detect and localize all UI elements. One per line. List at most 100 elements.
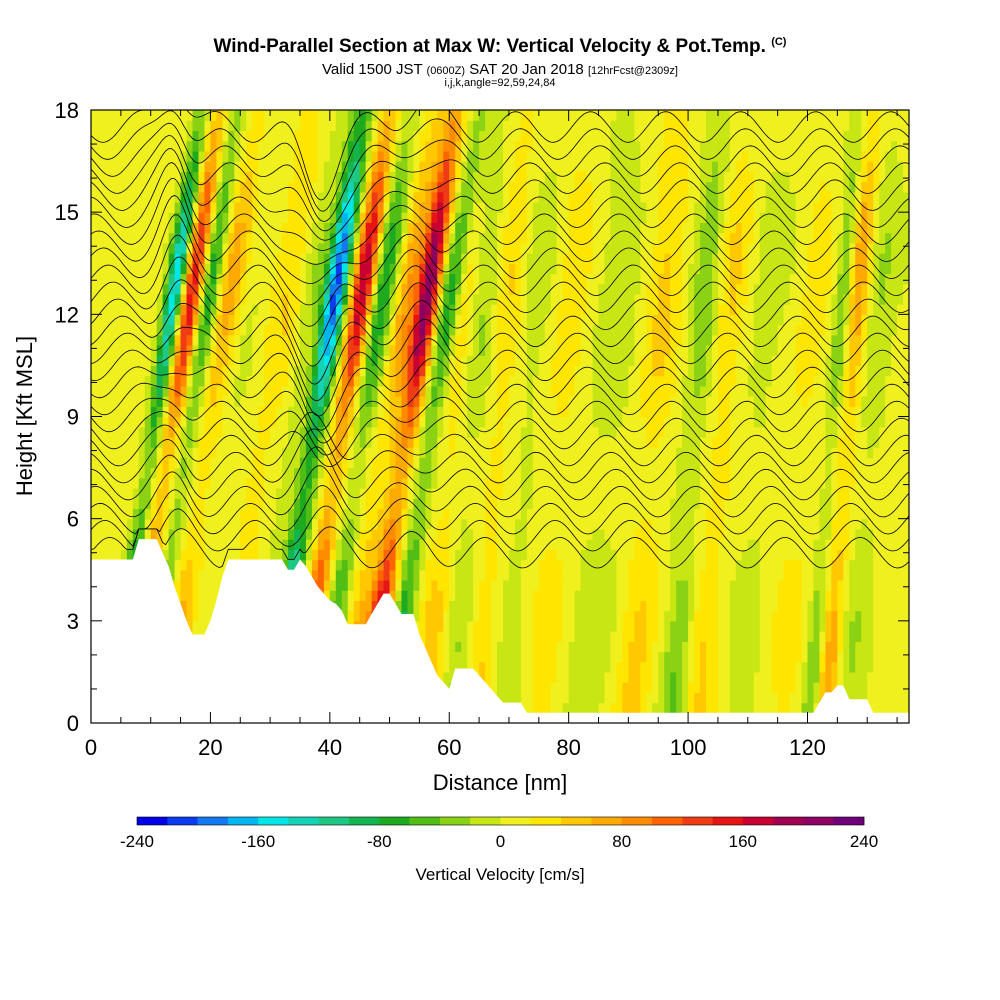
velocity-cell (873, 682, 880, 693)
velocity-cell (395, 365, 403, 377)
velocity-cell (347, 539, 355, 550)
velocity-cell (174, 385, 182, 397)
velocity-cell (479, 365, 486, 377)
velocity-cell (628, 641, 635, 653)
velocity-cell (682, 671, 689, 683)
velocity-cell (299, 528, 307, 540)
velocity-cell (216, 488, 223, 499)
velocity-cell (610, 559, 618, 571)
velocity-cell (831, 549, 838, 561)
velocity-cell (688, 518, 695, 530)
velocity-cell (365, 559, 373, 571)
velocity-cell (628, 436, 635, 448)
velocity-cell (252, 498, 259, 510)
velocity-cell (831, 528, 838, 540)
velocity-cell (717, 477, 725, 489)
velocity-cell (825, 528, 832, 540)
velocity-cell (759, 671, 767, 683)
velocity-cell (347, 416, 355, 428)
velocity-cell (514, 365, 522, 377)
velocity-cell (270, 457, 277, 469)
velocity-cell (520, 406, 528, 418)
velocity-cell (759, 426, 767, 438)
velocity-cell (664, 539, 671, 550)
velocity-cell (497, 661, 504, 673)
velocity-cell (711, 498, 719, 510)
velocity-cell (288, 528, 295, 540)
velocity-cell (861, 518, 868, 530)
velocity-cell (532, 559, 540, 571)
velocity-cell (473, 661, 480, 673)
velocity-cell (270, 467, 277, 479)
velocity-cell (192, 426, 200, 438)
velocity-cell (819, 416, 827, 428)
velocity-cell (156, 365, 164, 377)
velocity-cell (467, 539, 474, 550)
velocity-cell (508, 631, 516, 642)
velocity-cell (461, 375, 468, 387)
velocity-cell (234, 539, 241, 550)
velocity-cell (455, 610, 462, 622)
velocity-cell (586, 436, 594, 448)
velocity-cell (270, 426, 277, 438)
velocity-cell (723, 590, 731, 601)
velocity-cell (771, 692, 779, 704)
velocity-cell (485, 457, 492, 469)
velocity-cell (323, 467, 331, 479)
velocity-cell (855, 416, 862, 428)
velocity-cell (192, 569, 200, 581)
velocity-cell (514, 631, 522, 642)
velocity-cell (789, 682, 797, 693)
velocity-cell (879, 508, 886, 520)
velocity-cell (580, 467, 588, 479)
velocity-cell (664, 702, 671, 714)
velocity-cell (592, 518, 600, 530)
velocity-cell (849, 600, 856, 612)
velocity-cell (789, 477, 797, 489)
velocity-cell (168, 559, 176, 571)
velocity-cell (747, 498, 755, 510)
velocity-cell (544, 620, 552, 632)
velocity-cell (837, 385, 844, 397)
velocity-cell (204, 447, 212, 458)
velocity-cell (455, 590, 462, 601)
velocity-cell (604, 641, 612, 653)
velocity-cell (467, 518, 474, 530)
velocity-cell (526, 702, 534, 714)
velocity-cell (479, 467, 486, 479)
velocity-cell (891, 488, 898, 499)
velocity-cell (700, 641, 707, 653)
velocity-cell (723, 426, 731, 438)
velocity-cell (258, 416, 265, 428)
velocity-cell (532, 375, 540, 387)
velocity-cell (610, 396, 618, 407)
velocity-cell (843, 467, 850, 479)
velocity-cell (413, 590, 420, 601)
velocity-cell (335, 590, 343, 601)
velocity-cell (449, 528, 456, 540)
velocity-cell (305, 518, 313, 530)
velocity-cell (747, 416, 755, 428)
velocity-cell (96, 488, 104, 499)
velocity-cell (532, 692, 540, 704)
velocity-cell (359, 539, 367, 550)
velocity-cell (825, 600, 832, 612)
velocity-cell (640, 559, 647, 571)
velocity-cell (586, 631, 594, 642)
velocity-cell (91, 528, 98, 540)
velocity-cell (114, 508, 122, 520)
velocity-cell (723, 457, 731, 469)
velocity-cell (694, 488, 701, 499)
velocity-cell (437, 355, 444, 367)
velocity-cell (526, 620, 534, 632)
velocity-cell (610, 416, 618, 428)
velocity-cell (419, 569, 426, 581)
velocity-cell (520, 365, 528, 377)
velocity-cell (789, 488, 797, 499)
velocity-cell (867, 365, 874, 377)
velocity-cell (670, 518, 677, 530)
velocity-cell (532, 355, 540, 367)
velocity-cell (723, 528, 731, 540)
velocity-cell (568, 416, 576, 428)
velocity-cell (861, 416, 868, 428)
